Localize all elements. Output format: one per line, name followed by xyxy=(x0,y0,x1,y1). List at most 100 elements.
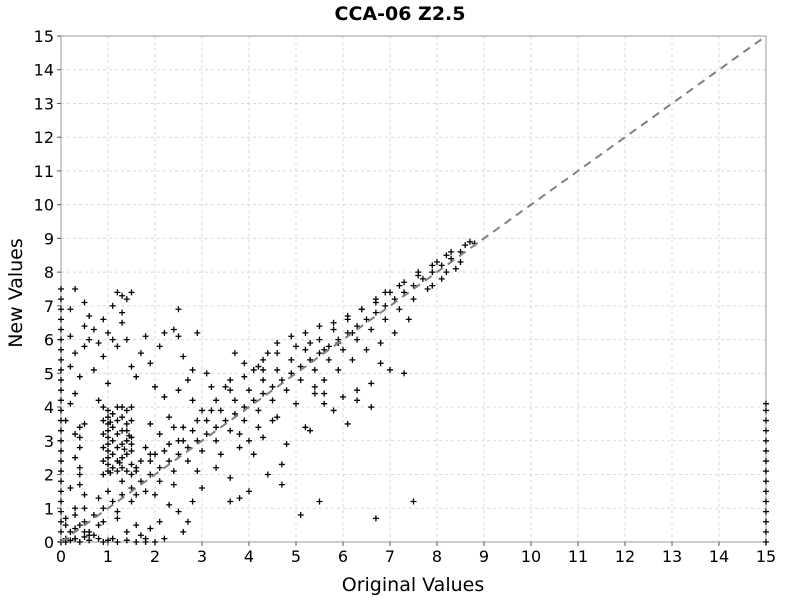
data-point xyxy=(405,316,412,323)
data-point xyxy=(316,350,323,357)
x-axis-ticks: 0 1 2 3 4 5 6 7 8 9 10 11 12 13 14 15 xyxy=(56,542,776,566)
data-point xyxy=(76,471,83,478)
data-point xyxy=(363,316,370,323)
data-point xyxy=(363,346,370,353)
data-point xyxy=(241,417,248,424)
data-point xyxy=(114,515,121,522)
data-point xyxy=(133,491,140,498)
data-point xyxy=(58,336,64,343)
x-tick-label: 9 xyxy=(479,547,489,566)
data-point xyxy=(396,306,403,313)
data-point xyxy=(250,366,257,373)
data-point xyxy=(452,265,459,272)
data-point xyxy=(142,488,149,495)
data-point xyxy=(58,528,64,535)
data-point xyxy=(189,498,196,505)
data-point xyxy=(116,459,123,466)
data-point xyxy=(231,350,238,357)
x-tick-label: 5 xyxy=(291,547,301,566)
data-point xyxy=(119,292,126,299)
data-point xyxy=(72,431,79,438)
data-point xyxy=(255,407,262,414)
data-point xyxy=(316,498,323,505)
data-point xyxy=(67,528,74,535)
data-point xyxy=(382,289,389,296)
data-point xyxy=(213,437,220,444)
data-point xyxy=(58,286,64,292)
data-point xyxy=(161,447,168,454)
data-point xyxy=(340,346,346,353)
data-point xyxy=(354,387,361,394)
data-point xyxy=(321,377,328,384)
data-point xyxy=(763,488,769,495)
data-point xyxy=(184,458,191,465)
data-point xyxy=(293,343,299,350)
data-point xyxy=(236,431,243,438)
data-point xyxy=(119,464,126,471)
data-point xyxy=(90,326,97,333)
data-point xyxy=(67,306,74,313)
data-point xyxy=(443,269,450,276)
data-point xyxy=(264,350,271,357)
data-point xyxy=(330,407,337,414)
data-point xyxy=(419,275,426,282)
data-point xyxy=(763,468,769,475)
data-point xyxy=(109,410,116,417)
data-point xyxy=(429,282,436,289)
data-point xyxy=(58,518,64,525)
data-point xyxy=(81,343,88,350)
data-point xyxy=(180,528,187,535)
data-point xyxy=(72,535,79,542)
data-point xyxy=(349,329,356,336)
data-point xyxy=(274,339,281,346)
data-point xyxy=(100,417,107,424)
data-point xyxy=(377,360,384,367)
data-point xyxy=(81,420,88,427)
data-point xyxy=(260,434,267,441)
data-point xyxy=(382,302,389,309)
data-point xyxy=(100,518,107,525)
data-point xyxy=(105,434,111,441)
y-tick-label: 1 xyxy=(44,499,54,518)
data-point xyxy=(123,528,130,535)
data-point xyxy=(109,424,116,431)
data-point xyxy=(311,366,318,373)
data-point xyxy=(184,444,191,451)
data-point xyxy=(170,481,177,488)
data-point xyxy=(67,537,74,544)
data-point xyxy=(123,468,130,475)
data-point xyxy=(311,383,318,390)
data-point xyxy=(194,468,201,475)
data-point xyxy=(462,242,469,249)
data-point xyxy=(189,427,196,434)
data-point xyxy=(156,518,163,525)
data-point xyxy=(114,468,121,475)
data-point xyxy=(241,373,248,380)
data-point xyxy=(58,407,64,414)
data-point xyxy=(763,518,769,525)
data-point xyxy=(76,539,83,545)
data-point xyxy=(152,383,158,390)
data-point xyxy=(227,498,234,505)
data-point xyxy=(250,451,257,458)
data-point xyxy=(269,383,276,390)
data-point xyxy=(76,444,83,451)
data-point xyxy=(147,360,154,367)
data-point xyxy=(58,447,64,454)
x-tick-label: 7 xyxy=(385,547,395,566)
data-point xyxy=(119,441,126,448)
data-point xyxy=(255,424,262,431)
data-point xyxy=(208,407,215,414)
y-tick-label: 13 xyxy=(34,94,54,113)
data-point xyxy=(72,512,79,519)
data-point xyxy=(58,488,64,495)
data-point xyxy=(105,329,111,336)
x-tick-label: 11 xyxy=(568,547,588,566)
data-point xyxy=(260,377,267,384)
data-point xyxy=(100,431,107,438)
data-point xyxy=(58,346,64,353)
data-point xyxy=(121,446,128,453)
data-point xyxy=(763,427,769,434)
x-tick-label: 6 xyxy=(338,547,348,566)
